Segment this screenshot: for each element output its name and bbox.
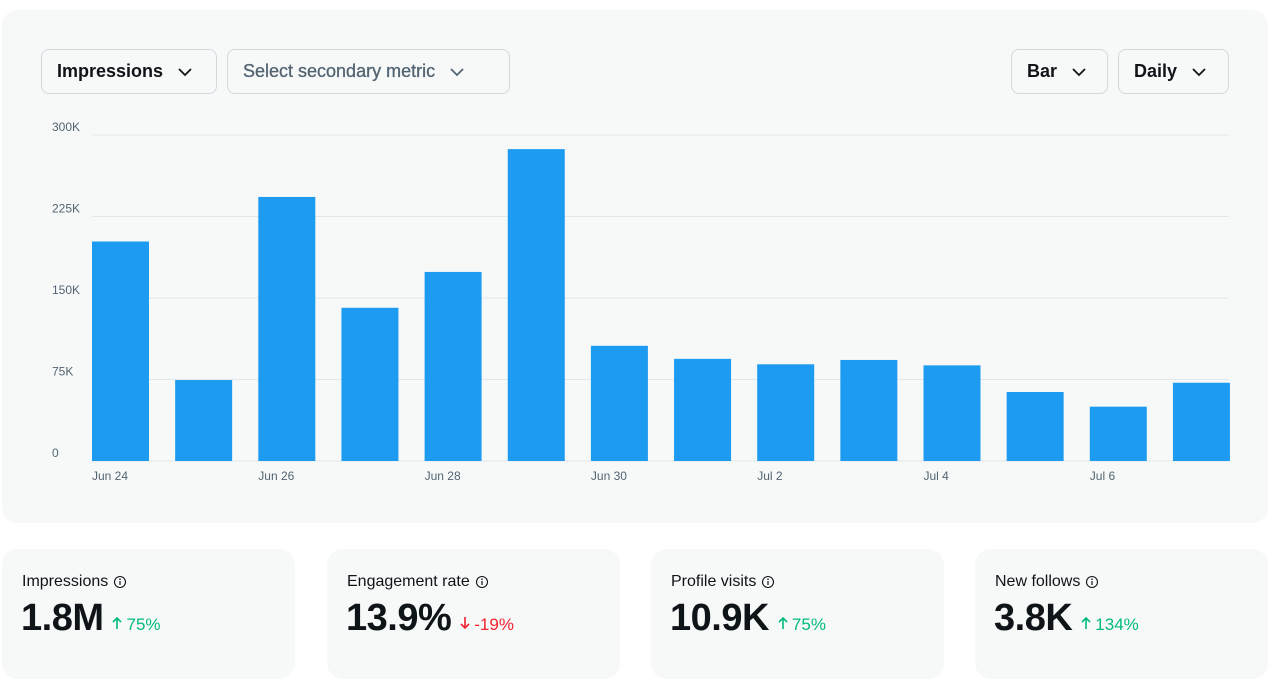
info-icon[interactable] <box>475 575 489 589</box>
bar <box>424 271 482 461</box>
stat-label-row: Profile visits <box>671 573 775 591</box>
change-value: 134% <box>1095 615 1139 634</box>
chevron <box>450 67 464 76</box>
x-tick-label: Jun 26 <box>258 469 294 483</box>
stat-value-row: 10.9K 75% <box>670 597 826 640</box>
y-tick-label: 75K <box>52 365 73 379</box>
dropdown-label: Daily <box>1134 61 1178 81</box>
y-tick-label: 0 <box>52 446 59 460</box>
stat-value: 3.8K <box>994 597 1073 639</box>
stat-value: 10.9K <box>670 597 769 639</box>
primary-metric-dropdown[interactable]: Impressions <box>41 49 217 94</box>
stat-value: 1.8M <box>21 597 104 639</box>
x-tick-label: Jun 28 <box>425 469 461 483</box>
bar <box>175 380 233 461</box>
y-tick-label: 225K <box>52 202 80 216</box>
bar <box>674 358 732 461</box>
x-tick-label: Jun 24 <box>92 469 128 483</box>
chart-type-dropdown[interactable]: Bar <box>1011 49 1108 94</box>
stat-change: -19% <box>459 615 514 635</box>
x-tick-label: Jul 4 <box>924 469 950 483</box>
x-tick-label: Jul 6 <box>1090 469 1116 483</box>
stat-card: New follows 3.8K 134% <box>975 549 1268 679</box>
bar <box>840 359 898 461</box>
y-tick-label: 300K <box>52 120 80 134</box>
stat-change: 75% <box>111 615 161 635</box>
interval-dropdown[interactable]: Daily <box>1118 49 1229 94</box>
bar <box>258 196 316 461</box>
stat-value-row: 3.8K 134% <box>994 597 1139 640</box>
stat-value: 13.9% <box>346 597 452 639</box>
stat-label: Engagement rate <box>347 573 470 590</box>
bar <box>590 345 648 461</box>
dropdown-label: Select secondary metric <box>243 61 436 81</box>
stat-card: Engagement rate 13.9% -19% <box>327 549 620 679</box>
stat-change: 75% <box>777 615 826 635</box>
bar <box>92 241 149 461</box>
trend-arrow <box>778 616 788 629</box>
trend-arrow <box>460 617 470 630</box>
stat-value-row: 1.8M 75% <box>21 597 161 640</box>
bar <box>1172 382 1230 461</box>
chart: 0 75K 150K 225K 300K Jun 24 Jun 26 Jun 28 Jun 30… <box>52 120 1230 483</box>
dropdown-label: Bar <box>1027 61 1058 81</box>
stat-label: New follows <box>995 573 1081 590</box>
secondary-metric-dropdown[interactable]: Select secondary metric <box>227 49 510 94</box>
chevron <box>1072 67 1086 76</box>
info-icon[interactable] <box>1085 575 1099 589</box>
info-icon[interactable] <box>113 575 127 589</box>
bar <box>1006 391 1064 461</box>
stat-value-row: 13.9% -19% <box>346 597 514 640</box>
stat-label: Profile visits <box>671 573 757 590</box>
bar <box>507 149 565 462</box>
bar <box>1089 406 1147 461</box>
bar <box>923 365 981 461</box>
change-value: -19% <box>474 615 514 634</box>
page: Impressions Select secondary metric Bar … <box>21 49 1230 639</box>
chevron <box>1192 67 1206 76</box>
stat-label: Impressions <box>22 573 109 590</box>
y-tick-label: 150K <box>52 283 80 297</box>
bar <box>341 307 399 461</box>
trend-arrow <box>112 616 123 629</box>
change-value: 75% <box>126 615 161 634</box>
bar <box>757 364 815 461</box>
dropdown-label: Impressions <box>57 61 164 81</box>
info-icon[interactable] <box>761 575 775 589</box>
trend-arrow <box>1081 616 1091 629</box>
stat-card: Impressions 1.8M 75% <box>2 549 295 679</box>
stat-label-row: Engagement rate <box>347 573 489 591</box>
stat-label-row: New follows <box>995 573 1099 591</box>
stat-change: 134% <box>1080 615 1139 635</box>
x-tick-label: Jun 30 <box>591 469 627 483</box>
chevron <box>178 67 192 76</box>
x-tick-label: Jul 2 <box>757 469 783 483</box>
stat-label-row: Impressions <box>22 573 127 591</box>
stat-card: Profile visits 10.9K 75% <box>651 549 944 679</box>
change-value: 75% <box>791 615 826 634</box>
